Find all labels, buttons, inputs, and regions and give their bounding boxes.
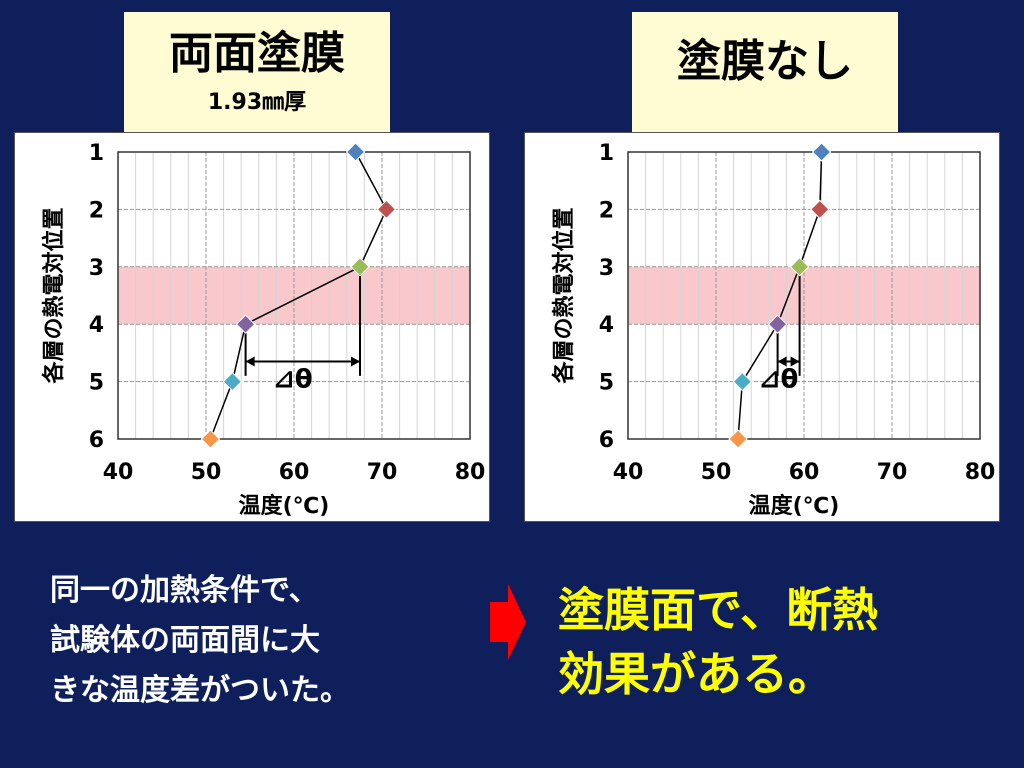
data-point [811, 142, 832, 162]
x-tick-label: 40 [103, 460, 134, 485]
y-tick-label: 5 [599, 371, 614, 396]
y-tick-label: 6 [89, 428, 104, 453]
chart-uncoated: 40 50 60 70 80 1 2 3 4 5 6 温度(℃) 各層の熱電対位置 ⊿θ [551, 141, 996, 519]
plot-frame [117, 151, 471, 440]
caption-line: 試験体の両面間に大 [50, 623, 320, 658]
y-tick-label: 3 [599, 256, 614, 281]
x-tick-label: 80 [455, 460, 486, 485]
title-box-coated: 両面塗膜 1.93㎜厚 [124, 12, 390, 134]
title-coated: 両面塗膜 [169, 28, 345, 79]
x-axis-title: 温度(℃) [749, 493, 840, 519]
y-axis-title: 各層の熱電対位置 [551, 207, 577, 384]
y-tick-label: 6 [599, 428, 614, 453]
chart-coated: 40 50 60 70 80 1 2 3 4 5 6 温度(℃) 各層の熱電対位置 ⊿θ [41, 141, 486, 519]
x-tick-label: 80 [965, 460, 996, 485]
data-point [810, 199, 830, 220]
y-tick-label: 4 [89, 313, 104, 338]
data-point [350, 257, 370, 277]
x-tick-label: 60 [279, 460, 310, 485]
chart-panel-uncoated: 40 50 60 70 80 1 2 3 4 5 6 温度(℃) 各層の熱電対位置 ⊿θ [524, 132, 1000, 522]
y-axis-title: 各層の熱電対位置 [41, 207, 67, 384]
subtitle-thickness: 1.93㎜厚 [207, 90, 307, 115]
y-tick-label: 3 [89, 256, 104, 281]
data-point [345, 142, 366, 162]
conclusion-line: 塗膜面で、断熱 [558, 583, 879, 637]
caption-line: きな温度差がついた。 [50, 673, 350, 708]
arrowhead-icon [245, 356, 255, 367]
series-line [737, 151, 823, 440]
y-tick-label: 2 [599, 198, 614, 223]
chart-panel-coated: 40 50 60 70 80 1 2 3 4 5 6 温度(℃) 各層の熱電対位置 ⊿θ [14, 132, 490, 522]
data-point [235, 314, 256, 334]
y-tick-label: 4 [599, 313, 614, 338]
data-point [732, 371, 753, 392]
right-arrow-icon [490, 584, 526, 660]
series-line [209, 151, 388, 440]
data-point [200, 429, 221, 449]
x-tick-label: 70 [367, 460, 398, 485]
x-tick-label: 60 [789, 460, 820, 485]
data-point [222, 371, 243, 392]
x-axis-title: 温度(℃) [239, 493, 330, 519]
data-point [767, 314, 788, 334]
conclusion-line: 効果がある。 [558, 647, 834, 701]
arrowhead-icon [777, 356, 787, 367]
arrowhead-icon [790, 356, 800, 367]
y-tick-label: 1 [89, 141, 104, 166]
arrowhead-icon [351, 356, 360, 367]
data-point [789, 257, 810, 277]
data-point [376, 199, 397, 220]
title-uncoated: 塗膜なし [677, 36, 853, 87]
caption-line: 同一の加熱条件で、 [50, 573, 319, 608]
x-tick-label: 50 [701, 460, 732, 485]
y-tick-label: 5 [89, 371, 104, 396]
y-tick-label: 2 [89, 198, 104, 223]
delta-theta-label: ⊿θ [759, 364, 799, 394]
delta-theta-label: ⊿θ [273, 364, 313, 394]
caption: 同一の加熱条件で、 試験体の両面間に大 きな温度差がついた。 [50, 566, 470, 716]
x-tick-label: 50 [191, 460, 222, 485]
x-tick-label: 40 [613, 460, 644, 485]
title-box-uncoated: 塗膜なし [632, 12, 898, 134]
y-tick-label: 1 [599, 141, 614, 166]
data-point [728, 429, 748, 449]
x-tick-label: 70 [877, 460, 908, 485]
plot-frame [627, 151, 981, 440]
conclusion: 塗膜面で、断熱 効果がある。 [558, 578, 998, 706]
